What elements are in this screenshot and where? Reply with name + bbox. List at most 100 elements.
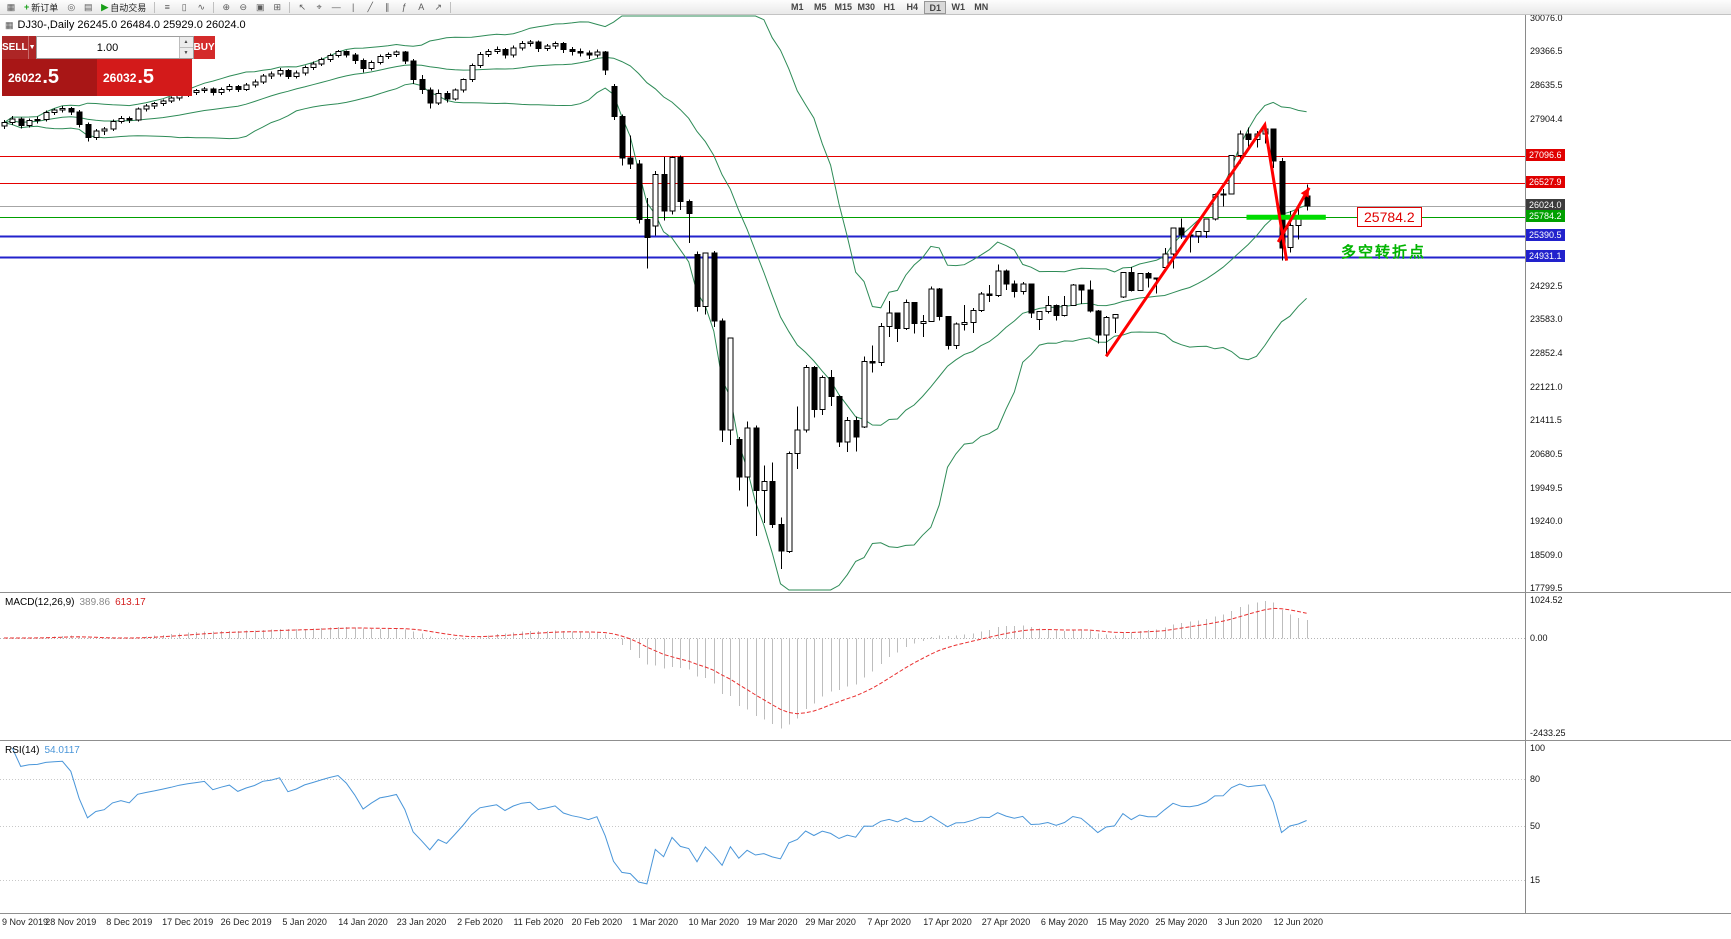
candle-body — [552, 42, 559, 47]
timeframe-m15-button[interactable]: M15 — [834, 1, 852, 12]
trendline-icon[interactable]: ╱ — [367, 1, 373, 12]
text-tool-icon[interactable]: A — [418, 1, 425, 12]
sell-price-fraction: .5 — [42, 66, 60, 88]
candle-body — [419, 79, 426, 91]
fibonacci-icon[interactable]: ƒ — [401, 1, 407, 12]
charts-grid-icon[interactable]: ▦ — [6, 1, 16, 12]
macd-layer — [0, 601, 1525, 729]
candle-body — [1287, 225, 1294, 249]
volume-input[interactable] — [36, 37, 179, 58]
candle-body — [1095, 310, 1102, 336]
candle-body — [1020, 283, 1027, 293]
rsi-name: RSI(14) — [5, 745, 40, 756]
candle-body — [243, 84, 250, 90]
date-axis-label: 12 Jun 2020 — [1273, 917, 1324, 927]
up-arrow-head — [1300, 187, 1310, 198]
sell-price-display[interactable]: 26022 .5 — [2, 59, 97, 96]
zoom-out-icon[interactable]: ⊖ — [239, 1, 247, 12]
candle-body — [93, 130, 100, 139]
candle-body — [803, 366, 810, 431]
drawn-objects-layer[interactable] — [1104, 121, 1326, 358]
date-axis[interactable]: 9 Nov 2019 28 Nov 2019 8 Dec 2019 17 Dec 20… — [0, 914, 1731, 939]
candle-body — [544, 45, 551, 49]
candle-body — [978, 293, 985, 311]
volume-increase-button[interactable]: ▲ — [179, 37, 193, 48]
date-axis-label: 29 Mar 2020 — [805, 917, 856, 927]
price-axis[interactable] — [1525, 15, 1731, 931]
one-click-trading-panel: SELL ▼ ▲ ▼ BUY 26022 .5 26032 .5 — [2, 36, 215, 96]
macd-main-value: 389.86 — [79, 597, 111, 608]
timeframe-d1-button[interactable]: D1 — [924, 0, 947, 14]
auto-trading-button-label: 自动交易 — [110, 2, 147, 13]
channel-icon[interactable]: ∥ — [384, 1, 390, 12]
candle-body — [1178, 227, 1185, 236]
volume-decrease-button[interactable]: ▼ — [179, 48, 193, 58]
candle-body — [1120, 272, 1127, 298]
cascade-windows-icon[interactable]: ⊞ — [273, 1, 281, 12]
candle-body — [1036, 311, 1043, 321]
cursor-icon[interactable]: ↖ — [298, 1, 306, 12]
candle-body — [59, 107, 66, 111]
candle-body — [126, 118, 133, 121]
timeframe-mn-button[interactable]: MN — [974, 1, 989, 12]
candle-body — [1078, 284, 1085, 291]
timeframe-h1-button[interactable]: H1 — [883, 1, 895, 12]
price-axis-label: 22121.0 — [1530, 382, 1563, 392]
candle-body — [510, 47, 517, 56]
price-axis-tag: 25390.5 — [1526, 229, 1565, 241]
sell-dropdown-arrow-icon[interactable]: ▼ — [27, 36, 36, 59]
crosshair-icon[interactable]: ⌖ — [316, 1, 322, 12]
date-axis-label: 3 Jun 2020 — [1217, 917, 1263, 927]
candle-body — [844, 419, 851, 443]
candle-body — [1070, 284, 1077, 307]
candle-body — [936, 288, 943, 317]
market-depth-icon[interactable]: ▤ — [84, 1, 93, 12]
pane-separator-macd-rsi[interactable] — [0, 740, 1731, 741]
price-axis-label: 22852.4 — [1530, 348, 1563, 358]
buy-button[interactable]: BUY — [193, 36, 215, 59]
candle-body — [110, 120, 117, 130]
candle-body — [694, 254, 701, 308]
auto-trading-button[interactable]: ▶ 自动交易 — [97, 1, 150, 14]
timeframe-h4-button[interactable]: H4 — [906, 1, 918, 12]
timeframe-w1-button[interactable]: W1 — [951, 1, 965, 12]
compass-icon[interactable]: ◎ — [67, 1, 76, 12]
timeframe-m1-button[interactable]: M1 — [790, 1, 804, 12]
horizontal-line-icon[interactable]: ― — [331, 1, 341, 12]
bollinger-upper-band — [3, 15, 1307, 309]
candle-body — [586, 52, 593, 56]
horizontal-levels-layer[interactable] — [0, 156, 1525, 259]
timeframe-m5-button[interactable]: M5 — [813, 1, 827, 12]
timeframe-m30-button[interactable]: M30 — [857, 1, 875, 12]
pane-separator-main-macd[interactable] — [0, 592, 1731, 593]
sell-button[interactable]: SELL — [2, 36, 28, 59]
candle-body — [469, 65, 476, 80]
rsi-indicator-label: RSI(14) 54.0117 — [5, 745, 80, 756]
candle-body — [761, 481, 768, 491]
date-axis-label: 6 May 2020 — [1040, 917, 1088, 927]
candle-body — [1061, 305, 1068, 317]
vertical-line-icon[interactable]: | — [352, 1, 355, 12]
candlestick-chart-icon[interactable]: ▯ — [181, 1, 187, 12]
date-axis-label: 19 Mar 2020 — [746, 917, 798, 927]
candle-body — [502, 48, 509, 56]
up-arrow-line[interactable] — [1276, 186, 1311, 243]
rsi-axis-label: 15 — [1530, 875, 1541, 885]
line-chart-icon[interactable]: ∿ — [197, 1, 205, 12]
trend-zigzag-line[interactable] — [1104, 121, 1289, 358]
buy-price-fraction: .5 — [137, 66, 155, 88]
candle-body — [1103, 317, 1110, 336]
new-order-button[interactable]: + 新订单 — [20, 1, 62, 14]
candle-body — [836, 396, 843, 443]
candle-body — [602, 51, 609, 71]
bar-chart-icon[interactable]: ≡ — [164, 1, 170, 12]
candle-body — [402, 51, 409, 62]
arrow-tool-icon[interactable]: ↗ — [434, 1, 442, 12]
buy-price-display[interactable]: 26032 .5 — [97, 59, 192, 96]
zoom-in-icon[interactable]: ⊕ — [222, 1, 230, 12]
price-level-callout[interactable]: 25784.2 — [1357, 207, 1422, 227]
macd-signal-line — [4, 607, 1307, 715]
tile-windows-icon[interactable]: ▣ — [255, 1, 265, 12]
candle-body — [853, 419, 860, 438]
